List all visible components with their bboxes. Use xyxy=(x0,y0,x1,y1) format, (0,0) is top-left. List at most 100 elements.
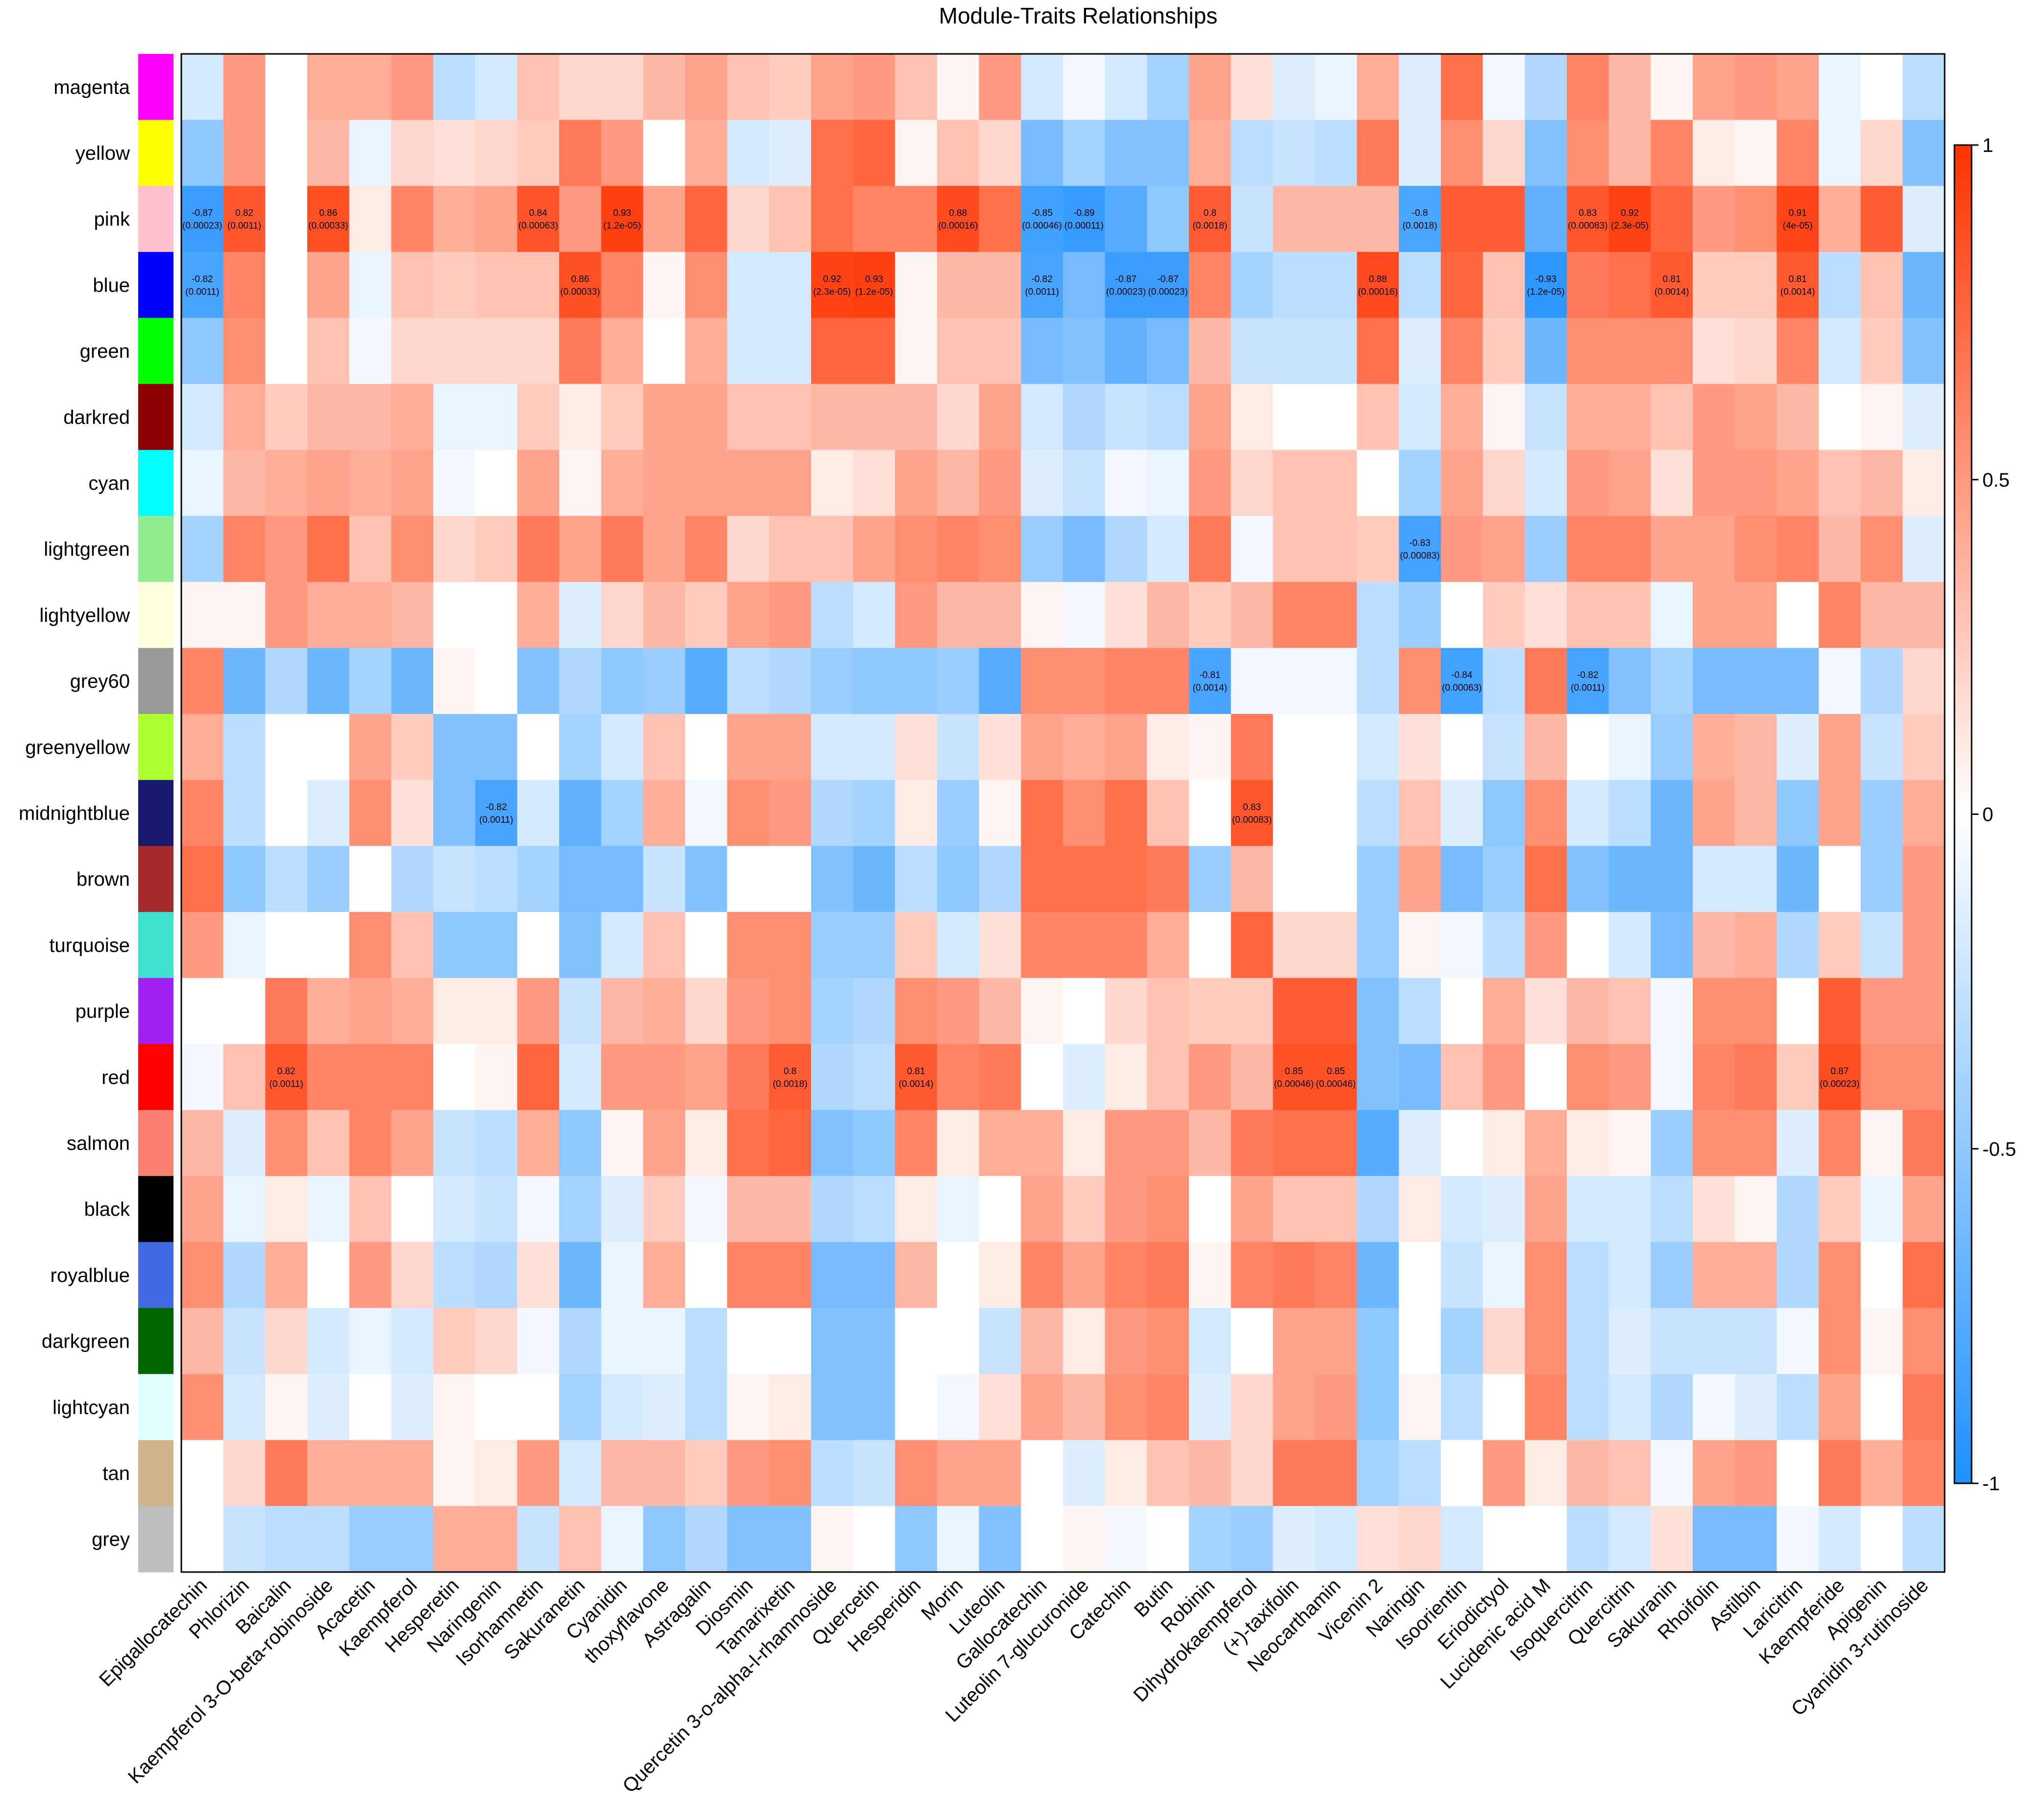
heatmap-cell xyxy=(1315,186,1358,252)
heatmap-cell xyxy=(433,1044,476,1110)
heatmap-cell xyxy=(937,780,980,846)
cell-correlation-label: 0.84 xyxy=(529,208,547,219)
heatmap-cell xyxy=(727,780,769,846)
row-label: greenyellow xyxy=(25,737,130,758)
heatmap-cell xyxy=(979,1044,1021,1110)
cell-pvalue-label: (0.0014) xyxy=(899,1079,934,1089)
heatmap-cell xyxy=(1777,713,1819,781)
row-label: pink xyxy=(94,209,130,230)
heatmap-cell xyxy=(601,1374,643,1441)
heatmap-cell xyxy=(1189,54,1232,121)
heatmap-cell xyxy=(1273,1044,1315,1110)
heatmap-cell xyxy=(223,1440,266,1506)
heatmap-cell xyxy=(685,713,728,781)
heatmap-cell xyxy=(307,1242,350,1308)
heatmap-cell xyxy=(1608,1506,1651,1573)
heatmap-cell xyxy=(853,1044,895,1110)
heatmap-cell xyxy=(601,978,643,1045)
heatmap-cell xyxy=(1567,318,1609,385)
heatmap-cell xyxy=(475,780,518,846)
heatmap-cell xyxy=(1189,1506,1232,1573)
heatmap-cell xyxy=(979,1440,1021,1506)
heatmap-cell xyxy=(1902,120,1945,186)
heatmap-cell xyxy=(391,1308,434,1375)
heatmap-cell xyxy=(1902,252,1945,319)
heatmap-cell xyxy=(307,54,350,121)
heatmap-cell xyxy=(349,1308,392,1375)
heatmap-cell xyxy=(1777,780,1819,846)
heatmap-cell xyxy=(1482,846,1525,912)
heatmap-cell xyxy=(769,1374,812,1441)
heatmap-cell xyxy=(1608,1242,1651,1308)
row-label: black xyxy=(84,1199,130,1220)
heatmap-cell xyxy=(685,846,728,912)
heatmap-cell xyxy=(1567,912,1609,979)
heatmap-cell xyxy=(1147,516,1189,583)
heatmap-cell xyxy=(685,1374,728,1441)
row-label: lightgreen xyxy=(44,539,130,560)
heatmap-cell xyxy=(433,120,476,186)
cell-pvalue-label: (0.0011) xyxy=(269,1079,303,1089)
cell-correlation-label: 0.87 xyxy=(1830,1066,1849,1077)
heatmap-cell xyxy=(1860,450,1903,516)
heatmap-cell xyxy=(1399,582,1441,648)
heatmap-cell xyxy=(265,120,308,186)
heatmap-cell xyxy=(475,1440,518,1506)
heatmap-cell xyxy=(1441,1110,1483,1177)
heatmap-cell xyxy=(979,780,1021,846)
heatmap-cell xyxy=(1147,978,1189,1045)
heatmap-cell xyxy=(1021,1242,1063,1308)
heatmap-cell xyxy=(769,648,812,714)
heatmap-cell xyxy=(811,1506,854,1573)
heatmap-cell xyxy=(1441,648,1483,714)
heatmap-cell xyxy=(223,1506,266,1573)
heatmap-cell xyxy=(1063,318,1106,385)
heatmap-cell xyxy=(307,120,350,186)
heatmap-cell xyxy=(685,186,728,252)
heatmap-cell xyxy=(1357,318,1399,385)
cell-pvalue-label: (0.00033) xyxy=(308,221,348,231)
heatmap-cell xyxy=(349,1110,392,1177)
heatmap-cell xyxy=(601,1176,643,1243)
heatmap-cell xyxy=(1231,713,1273,781)
heatmap-cell xyxy=(979,978,1021,1045)
heatmap-cell xyxy=(1315,978,1358,1045)
heatmap-cell xyxy=(643,1176,686,1243)
heatmap-cell xyxy=(643,120,686,186)
heatmap-cell xyxy=(307,713,350,781)
heatmap-cell xyxy=(643,186,686,252)
heatmap-cell xyxy=(1608,648,1651,714)
heatmap-cell xyxy=(1315,912,1358,979)
heatmap-cell xyxy=(1567,978,1609,1045)
row-color-swatch xyxy=(138,978,173,1045)
heatmap-cell xyxy=(1063,1440,1106,1506)
heatmap-cell xyxy=(1734,384,1777,450)
heatmap-cell xyxy=(181,713,224,781)
heatmap-cell xyxy=(1147,648,1189,714)
heatmap-cell xyxy=(1819,318,1861,385)
heatmap-cell xyxy=(1651,186,1693,252)
heatmap-cell xyxy=(811,450,854,516)
heatmap-cell xyxy=(307,846,350,912)
heatmap-cell xyxy=(559,1044,602,1110)
heatmap-cell xyxy=(1819,978,1861,1045)
heatmap-cell xyxy=(727,384,769,450)
heatmap-cell xyxy=(1734,912,1777,979)
heatmap-cell xyxy=(685,978,728,1045)
heatmap-cell xyxy=(685,648,728,714)
heatmap-cell xyxy=(475,54,518,121)
heatmap-cell xyxy=(1231,450,1273,516)
cell-correlation-label: 0.83 xyxy=(1579,208,1597,219)
heatmap-cell xyxy=(853,1506,895,1573)
heatmap-cell xyxy=(1693,912,1735,979)
heatmap-cell xyxy=(1482,780,1525,846)
heatmap-cell xyxy=(517,1044,560,1110)
heatmap-cell xyxy=(895,1044,938,1110)
row-label: salmon xyxy=(67,1132,130,1154)
heatmap-cell xyxy=(559,846,602,912)
cell-correlation-label: -0.82 xyxy=(192,274,213,284)
row-label: blue xyxy=(93,274,130,296)
heatmap-cell xyxy=(1693,1440,1735,1506)
heatmap-cell xyxy=(1189,1176,1232,1243)
